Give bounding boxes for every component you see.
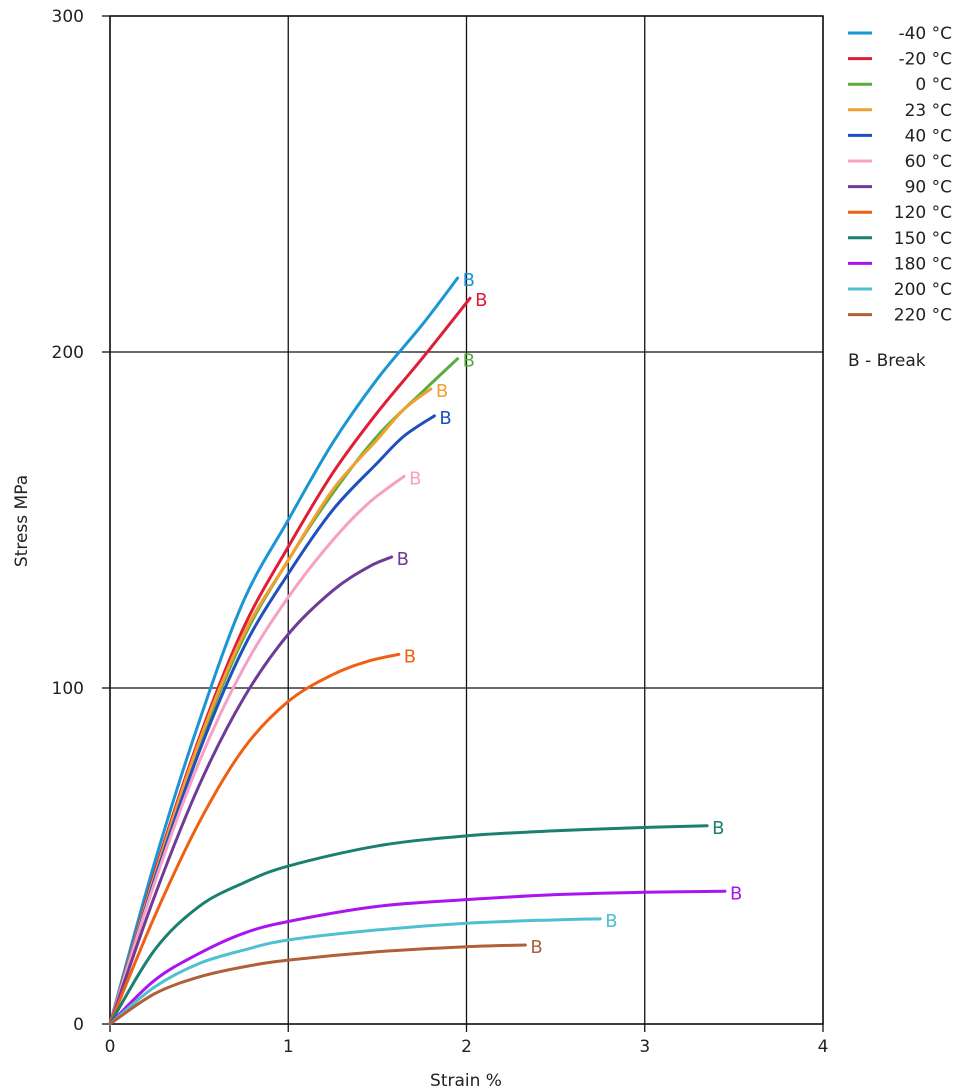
legend-label-120-c: 120 °C [894, 203, 952, 223]
tick-labels: 0 1 2 3 4 0 100 200 300 [52, 7, 829, 1057]
break-marker-40-c: B [439, 408, 451, 429]
legend-label-150-c: 150 °C [894, 229, 952, 249]
legend-label-20-c: -20 °C [898, 50, 952, 70]
plot-frame [102, 15, 824, 1032]
x-tick-label-3: 3 [639, 1037, 650, 1057]
legend-label-60-c: 60 °C [905, 152, 952, 172]
y-tick-label-2: 200 [52, 343, 84, 363]
series-lines [108, 276, 727, 1026]
legend: -40 °C -20 °C 0 °C 23 °C 40 °C 60 °C 90 °C 120 … [848, 24, 952, 326]
x-tick-label-0: 0 [105, 1037, 116, 1057]
legend-label-23-c: 23 °C [905, 101, 952, 121]
break-marker-200-c: B [605, 911, 617, 932]
series-line-40-c [108, 414, 436, 1026]
series-line-90-c [108, 555, 394, 1026]
legend-label-180-c: 180 °C [894, 254, 952, 274]
series-line-120-c [108, 652, 401, 1026]
break-marker-150-c: B [712, 818, 724, 839]
break-marker-40-c: B [463, 270, 475, 291]
y-tick-label-0: 0 [73, 1015, 84, 1035]
break-marker-90-c: B [397, 549, 409, 570]
y-axis-title: Stress MPa [12, 475, 32, 567]
legend-label-220-c: 220 °C [894, 306, 952, 326]
series-line-220-c [108, 943, 527, 1026]
break-marker-180-c: B [730, 883, 742, 904]
break-marker-60-c: B [409, 468, 421, 489]
break-marker-20-c: B [475, 290, 487, 311]
legend-label-40-c: 40 °C [905, 126, 952, 146]
legend-label-90-c: 90 °C [905, 178, 952, 198]
x-tick-label-4: 4 [818, 1037, 829, 1057]
series-line-180-c [108, 889, 727, 1026]
x-axis-title: Strain % [430, 1071, 502, 1091]
legend-label-0-c: 0 °C [915, 75, 952, 95]
legend-label-40-c: -40 °C [898, 24, 952, 44]
break-marker-120-c: B [404, 646, 416, 667]
legend-label-200-c: 200 °C [894, 280, 952, 300]
x-tick-label-1: 1 [283, 1037, 294, 1057]
break-marker-23-c: B [436, 381, 448, 402]
series-line-0-c [108, 357, 460, 1026]
series-line-40-c [108, 276, 460, 1026]
series-line-200-c [108, 917, 602, 1026]
x-tick-label-2: 2 [461, 1037, 472, 1057]
series-line-60-c [108, 474, 406, 1026]
y-tick-label-1: 100 [52, 679, 84, 699]
y-tick-label-3: 300 [52, 7, 84, 27]
grid [109, 15, 824, 1025]
break-marker-220-c: B [530, 937, 542, 958]
break-note: B - Break [848, 351, 926, 371]
series-line-150-c [108, 824, 709, 1026]
break-marker-0-c: B [463, 351, 475, 372]
